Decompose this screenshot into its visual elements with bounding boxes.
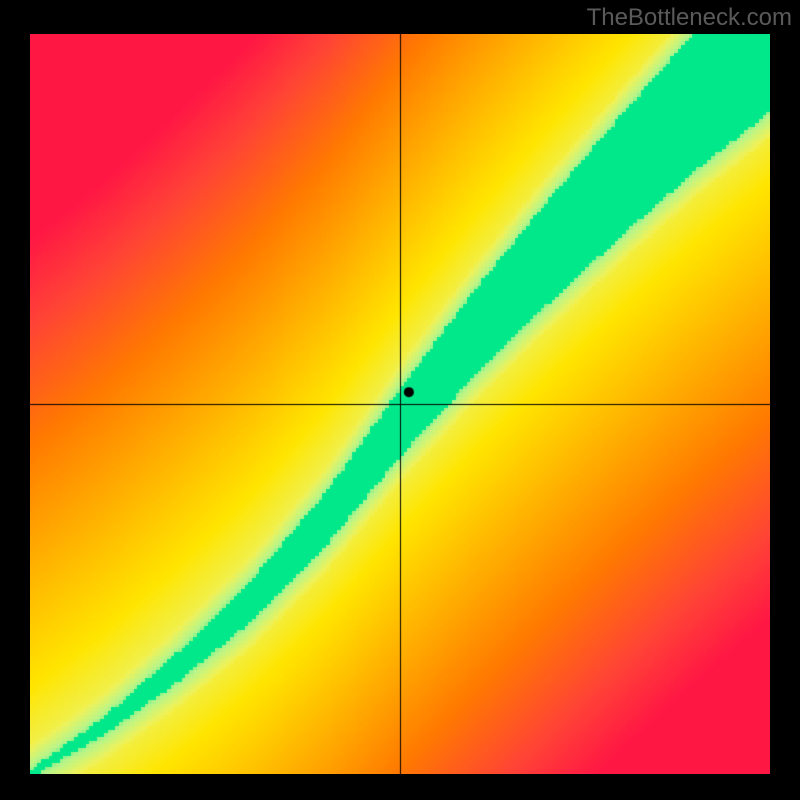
source-watermark: TheBottleneck.com bbox=[587, 4, 792, 32]
bottleneck-heatmap bbox=[30, 34, 770, 774]
